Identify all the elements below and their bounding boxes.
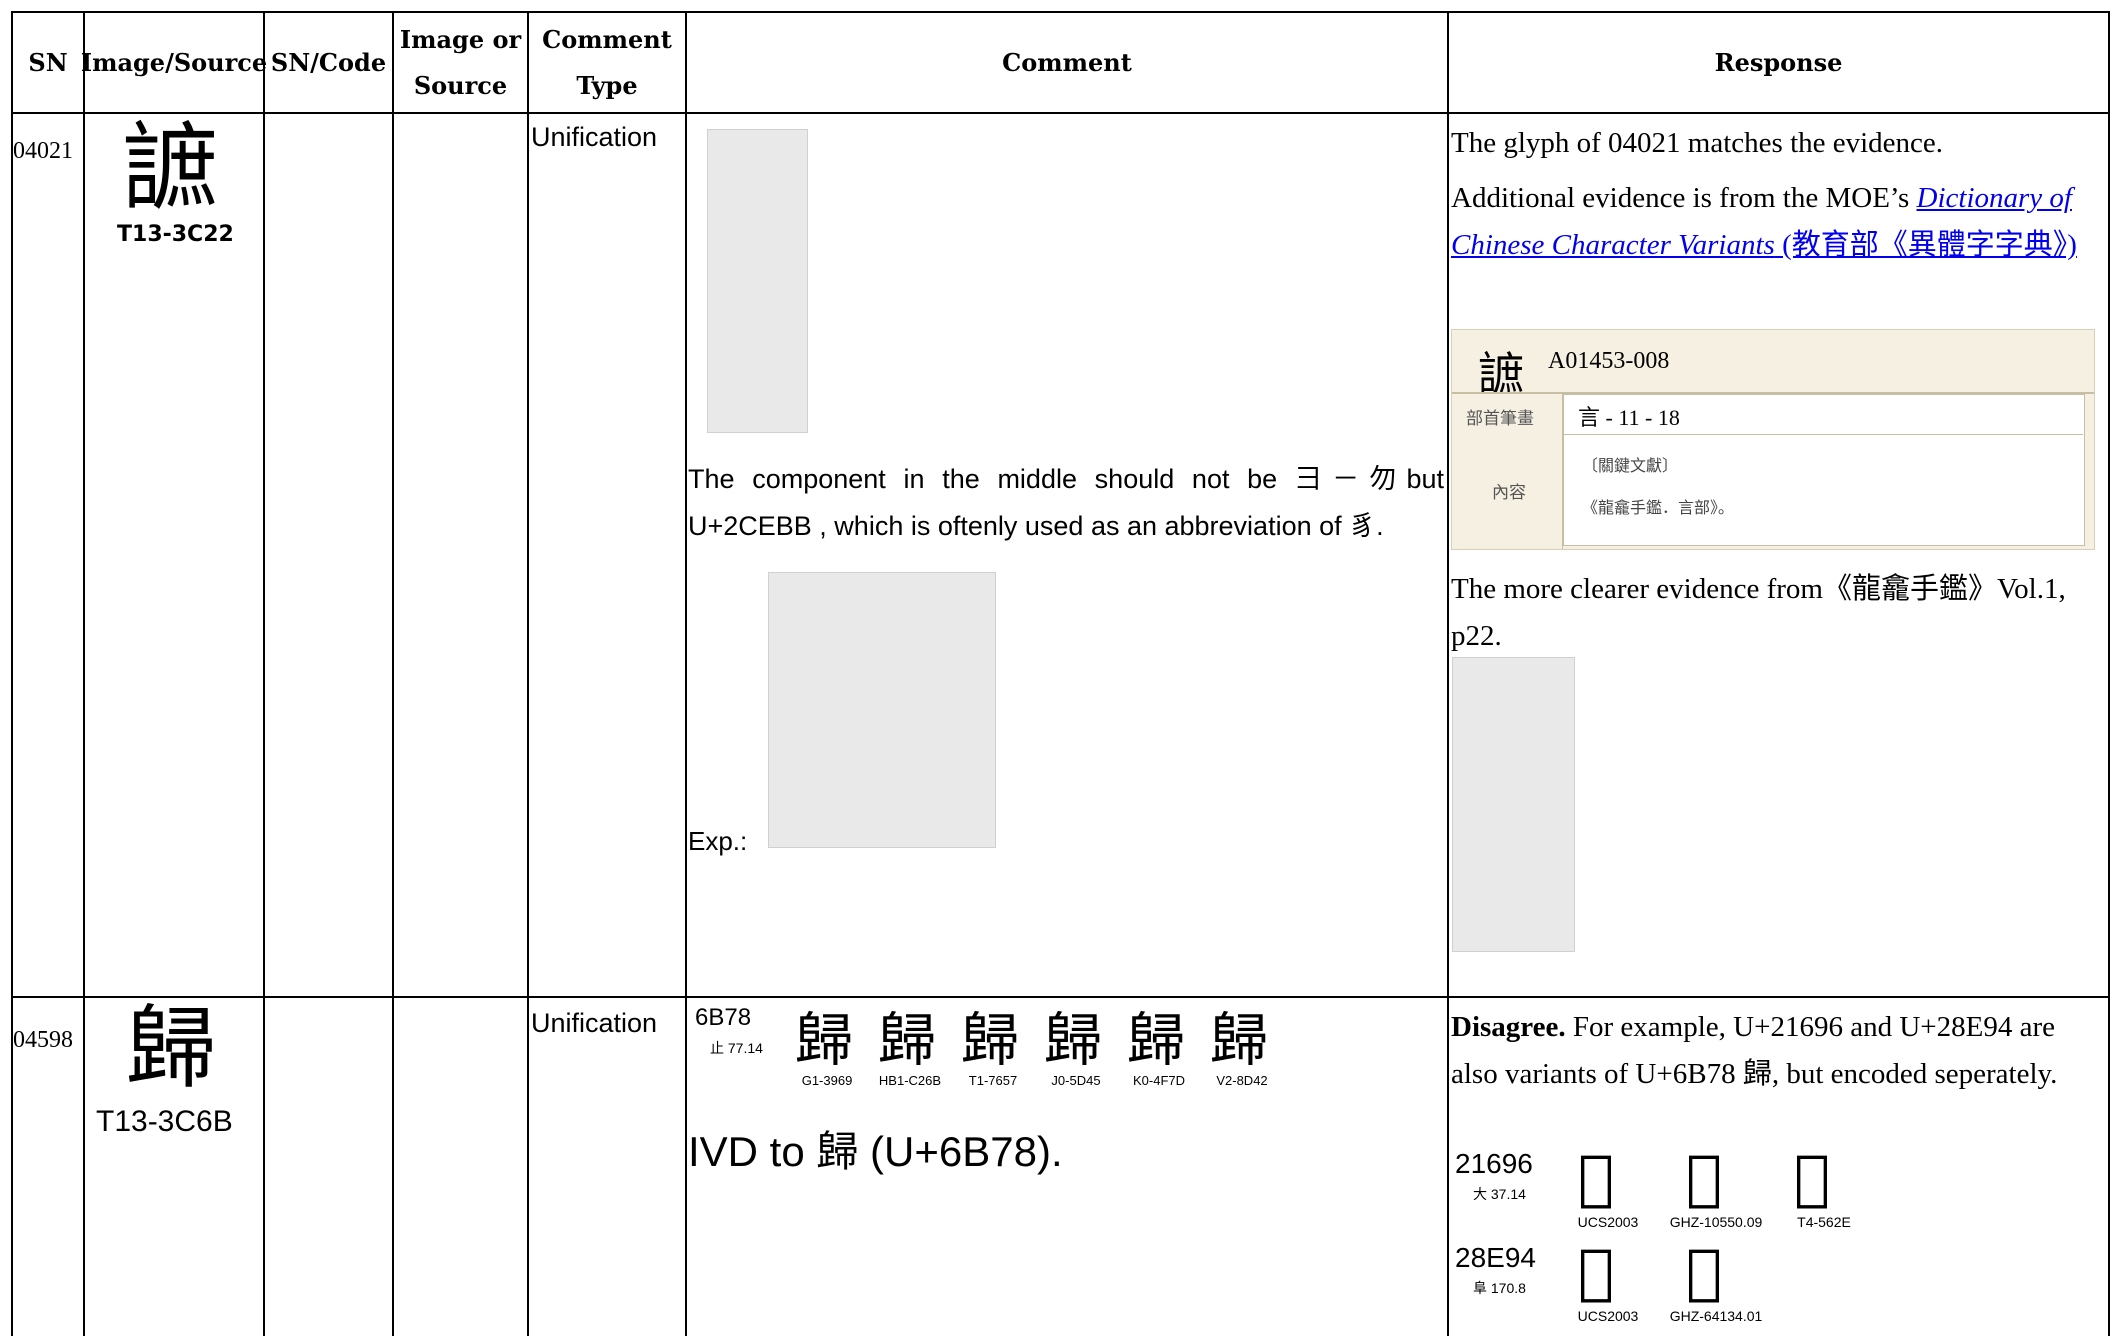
source-glyph: 歸 xyxy=(1210,1006,1269,1074)
variant-glyph: 𡚖 xyxy=(1794,1143,1831,1213)
link-text: (教育部《異體字字典》) xyxy=(1774,229,2077,261)
evidence-image xyxy=(1452,657,1575,952)
source: T13-3C22 xyxy=(117,222,234,247)
variant-code: 28E94 xyxy=(1455,1242,1536,1273)
code: 6B78 xyxy=(695,1004,752,1031)
rule xyxy=(685,11,687,1336)
link-title: Dictionary of Chinese Character Variants xyxy=(1451,182,2072,261)
variant-glyph: 𡚖 xyxy=(1578,1143,1615,1213)
evidence-image xyxy=(768,572,996,848)
dictionary-card: 謶 A01453-008 部首筆畫 言 - 11 - 18 內容 〔關鍵文獻〕 … xyxy=(1451,329,2095,550)
response-lead: Disagree. xyxy=(1451,1011,1566,1043)
header: Image/Source xyxy=(80,48,268,77)
rule xyxy=(11,996,2109,998)
variant-glyph: 𨺔 xyxy=(1686,1237,1723,1307)
rule xyxy=(11,11,13,1336)
rule xyxy=(11,112,2109,114)
card-body xyxy=(1563,394,2085,546)
response: The glyph of 04021 matches the evidence.… xyxy=(1451,120,2106,269)
variant-radical: 大 37.14 xyxy=(1473,1186,1526,1202)
card-glyph: 謶 xyxy=(1478,347,1524,401)
rule xyxy=(11,11,2109,13)
variant-glyph: 𡚖 xyxy=(1686,1143,1723,1213)
comment-type: Unification xyxy=(531,122,658,152)
evidence-image xyxy=(707,129,808,433)
variant-glyph: 𨺔 xyxy=(1578,1237,1615,1307)
card-label: 部首筆畫 xyxy=(1466,409,1534,428)
rule xyxy=(1452,392,2094,394)
comment-text: IVD to 歸 (U+6B78). xyxy=(688,1128,1063,1175)
glyph: 謶 xyxy=(122,112,218,224)
glyph-source: V2-8D42 xyxy=(1216,1073,1268,1088)
glyph-source: T4-562E xyxy=(1797,1214,1851,1230)
header: SN/Code xyxy=(270,48,387,77)
source: T13-3C6B xyxy=(96,1105,233,1138)
response-text: The glyph of 04021 matches the evidence. xyxy=(1451,127,1944,159)
source-glyph: 歸 xyxy=(1127,1006,1186,1074)
glyph-source: GHZ-10550.09 xyxy=(1669,1214,1763,1230)
header: Response xyxy=(1714,48,1843,77)
header: Comment xyxy=(1002,48,1132,77)
glyph: 歸 xyxy=(126,996,216,1101)
response-text: Additional evidence is from the MOE’s xyxy=(1451,182,1917,214)
source-glyph: 歸 xyxy=(795,1006,854,1074)
comment-text: The component in the middle should not b… xyxy=(688,464,1444,541)
card-value: 言 - 11 - 18 xyxy=(1578,405,1680,430)
header: Comment Type xyxy=(542,25,672,100)
rule xyxy=(1563,434,2083,435)
source-glyph: 歸 xyxy=(1044,1006,1103,1074)
source-glyph: 歸 xyxy=(961,1006,1020,1074)
sn: 04598 xyxy=(13,1027,73,1053)
source-glyph: 歸 xyxy=(878,1006,937,1074)
glyph-source: UCS2003 xyxy=(1577,1308,1639,1324)
glyph-source: T1-7657 xyxy=(968,1073,1018,1088)
card-label: 內容 xyxy=(1492,483,1526,502)
variant-code: 21696 xyxy=(1455,1148,1533,1179)
rule xyxy=(392,11,394,1336)
glyph-source: GHZ-64134.01 xyxy=(1669,1308,1763,1324)
response-text: Additional evidence is from the MOE’s Di… xyxy=(1451,175,2106,269)
rule xyxy=(1562,392,1563,549)
sn: 04021 xyxy=(13,138,73,164)
rule xyxy=(83,11,85,1336)
rule xyxy=(2108,11,2110,1336)
card-value: 〔關鍵文獻〕 xyxy=(1582,458,1679,475)
variant-radical: 阜 170.8 xyxy=(1473,1280,1526,1296)
rule xyxy=(1447,11,1449,1336)
glyph-source: G1-3969 xyxy=(801,1073,853,1088)
glyph-source: K0-4F7D xyxy=(1132,1073,1186,1088)
header: Image or Source xyxy=(399,25,522,100)
response-text: For example, U+21696 and U+28E94 are als… xyxy=(1451,1011,2058,1090)
glyph-source: J0-5D45 xyxy=(1051,1073,1101,1088)
rule xyxy=(527,11,529,1336)
glyph-source: HB1-C26B xyxy=(878,1073,942,1088)
card-value: 《龍龕手鑑．言部》。 xyxy=(1582,500,1735,517)
rule xyxy=(263,11,265,1336)
example-label: Exp.: xyxy=(688,826,748,856)
link[interactable]: Dictionary of Chinese Character Variants… xyxy=(1451,182,2077,261)
response: Disagree. For example, U+21696 and U+28E… xyxy=(1451,1004,2101,1098)
glyph-source: UCS2003 xyxy=(1577,1214,1639,1230)
header: SN xyxy=(28,48,68,77)
response-text: The more clearer evidence from《龍龕手鑑》Vol.… xyxy=(1451,573,2066,652)
comment-type: Unification xyxy=(531,1008,658,1038)
card-code: A01453-008 xyxy=(1548,348,1670,374)
radical: 止 77.14 xyxy=(710,1040,763,1056)
